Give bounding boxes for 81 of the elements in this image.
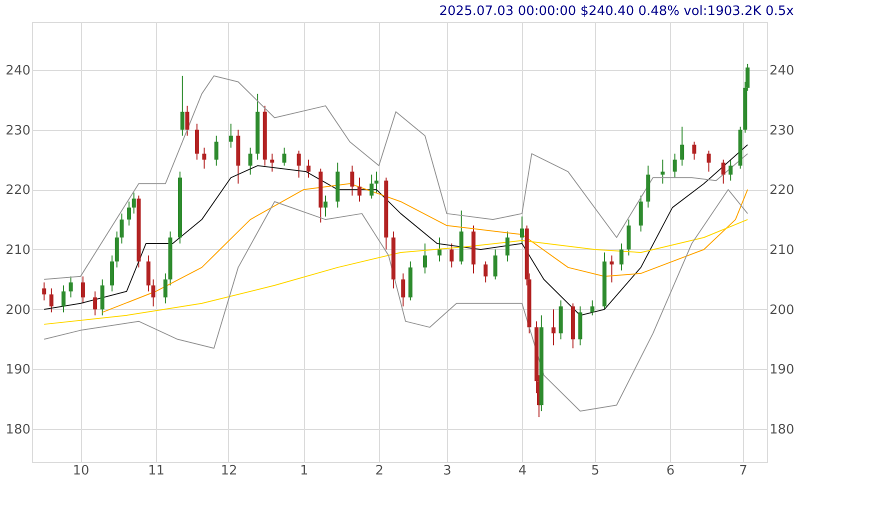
candlestick [680,126,684,166]
candlestick [484,260,488,283]
candlestick [306,159,311,178]
candlestick [401,272,406,307]
candlestick [638,195,643,232]
chart-title: 2025.07.03 00:00:00 $240.40 0.48% vol:1903.2K 0.5x [439,4,794,19]
candlestick [438,237,442,262]
candlestick [49,288,54,313]
candlestick [505,231,510,262]
candlestick [120,213,124,244]
candlestick [450,242,454,268]
candlestick [163,272,168,304]
x-tick-label: 5 [591,464,600,478]
x-tick-label: 12 [220,464,238,478]
x-tick-label: 3 [443,464,452,478]
y2-tick-label: 220 [770,183,794,198]
line-series [44,144,748,316]
x-tick-label: 1 [300,464,308,478]
candlestick [706,150,711,172]
candlestick [350,165,354,196]
candlestick [282,147,286,166]
candlestick [80,276,85,304]
candlestick [185,105,190,136]
candlestick [127,201,132,226]
candlestick [180,75,184,136]
candlestick [194,123,199,160]
candlestick [728,159,733,182]
candlestick [552,308,556,346]
candlestick [660,159,665,184]
candlestick [214,135,218,166]
y-tick-label: 240 [6,63,30,78]
y-tick-label: 200 [6,302,30,318]
candlestick [62,284,66,313]
y-tick-label: 220 [6,183,30,198]
y-tick-label: 180 [6,422,30,438]
candlestick [493,248,498,280]
candlestick [590,300,594,316]
candlestick [42,282,46,301]
x-tick-label: 6 [666,464,675,478]
candlestick [721,159,726,184]
candlestick [93,290,98,316]
candlestick [146,254,150,292]
candlestick [110,254,114,292]
y-tick-label: 210 [6,242,30,258]
candlestick [626,219,631,256]
candlestick [228,123,233,148]
candlestick [374,171,378,194]
line-series [44,189,748,412]
x-tick-label: 11 [148,464,164,478]
y2-tick-label: 190 [770,362,794,378]
y2-tick-label: 240 [770,63,794,78]
x-tick-label: 2 [375,464,384,478]
candlestick [357,177,362,202]
candlestick [202,147,206,170]
y2-tick-label: 230 [770,123,794,138]
candlestick [100,278,104,316]
candlestick [270,153,274,172]
y2-tick-label: 210 [770,242,794,258]
y-tick-label: 190 [6,362,30,378]
y2-tick-label: 180 [770,422,794,438]
candlestick [610,254,614,283]
candlestick [370,174,374,200]
line-series [44,75,748,280]
x-tick-label: 7 [739,464,748,478]
candlestick [672,153,677,178]
candlestick [324,195,328,218]
x-tick-label: 10 [72,464,90,478]
candlestick [248,147,252,176]
candlestick [151,278,156,307]
y-tick-label: 230 [6,123,30,138]
candlestick [132,192,136,214]
candlestick [619,242,624,271]
candlestick [114,231,119,268]
y2-tick-label: 200 [770,302,794,318]
x-tick-label: 4 [518,464,527,478]
candlestick [692,141,696,160]
candlestick [68,276,73,298]
line-series [44,219,748,325]
candlestick [296,150,301,178]
candlestick [422,242,427,274]
candlestick [520,216,524,244]
